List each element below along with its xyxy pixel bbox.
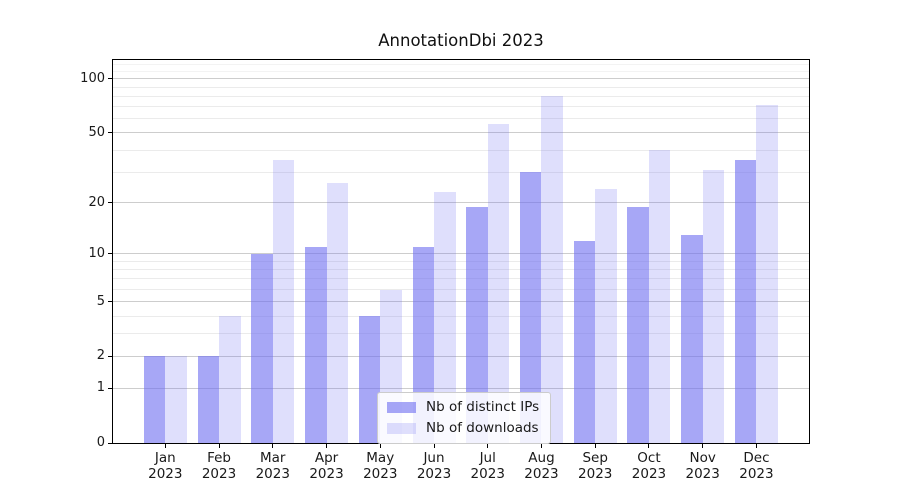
y-tick-mark	[108, 132, 112, 134]
legend: Nb of distinct IPs Nb of downloads	[377, 392, 552, 444]
y-tick-mark	[108, 78, 112, 80]
bar-distinct-ips-mar	[251, 253, 273, 443]
x-tick-mark	[272, 444, 274, 448]
minor-gridline	[113, 333, 809, 335]
x-tick-mark	[648, 444, 650, 448]
minor-gridline	[113, 289, 809, 291]
bar-downloads-aug	[541, 96, 563, 443]
minor-gridline	[113, 278, 809, 280]
bar-distinct-ips-sep	[573, 240, 596, 443]
y-tick-label: 50	[88, 124, 105, 140]
bar-downloads-mar	[272, 160, 295, 443]
y-tick-label: 5	[96, 293, 105, 309]
bar-downloads-feb	[219, 316, 241, 443]
minor-gridline	[113, 260, 809, 262]
x-tick-label: Dec 2023	[739, 450, 774, 482]
major-gridline	[113, 132, 809, 134]
y-tick-mark	[108, 442, 112, 444]
y-tick-mark	[108, 202, 112, 204]
legend-label-distinct-ips: Nb of distinct IPs	[426, 399, 540, 415]
minor-gridline	[113, 269, 809, 271]
major-gridline	[113, 387, 809, 389]
y-tick-mark	[108, 355, 112, 357]
plot-area: Nb of distinct IPs Nb of downloads	[112, 59, 810, 444]
bar-downloads-sep	[595, 189, 617, 443]
y-tick-mark	[108, 387, 112, 389]
bar-distinct-ips-dec	[734, 160, 757, 443]
bar-distinct-ips-feb	[197, 356, 220, 443]
minor-gridline	[113, 315, 809, 317]
x-tick-mark	[164, 444, 166, 448]
legend-label-downloads: Nb of downloads	[426, 420, 539, 436]
minor-gridline	[113, 71, 809, 73]
minor-gridline	[113, 64, 809, 66]
x-tick-label: Feb 2023	[201, 450, 237, 482]
y-tick-mark	[108, 301, 112, 303]
legend-swatch-distinct-ips	[387, 401, 416, 413]
legend-swatch-downloads	[387, 422, 416, 434]
bar-downloads-jun	[434, 192, 456, 443]
minor-gridline	[113, 106, 809, 108]
bar-distinct-ips-nov	[681, 234, 703, 443]
minor-gridline	[113, 118, 809, 120]
x-tick-label: May 2023	[363, 450, 398, 482]
bar-downloads-apr	[326, 183, 349, 443]
x-tick-label: Mar 2023	[255, 450, 290, 482]
bar-distinct-ips-may	[358, 316, 381, 443]
bar-downloads-dec	[756, 104, 778, 443]
legend-item-downloads: Nb of downloads	[387, 420, 539, 436]
bar-downloads-oct	[648, 150, 671, 443]
bar-downloads-jul	[487, 124, 510, 443]
x-tick-mark	[594, 444, 596, 448]
x-tick-label: Jan 2023	[148, 450, 183, 482]
y-tick-mark	[108, 253, 112, 255]
x-tick-mark	[326, 444, 328, 448]
minor-gridline	[113, 86, 809, 88]
x-tick-mark	[540, 444, 542, 448]
bar-distinct-ips-aug	[519, 172, 542, 443]
x-tick-label: Sep 2023	[578, 450, 613, 482]
y-tick-label: 1	[96, 380, 105, 396]
legend-item-distinct-ips: Nb of distinct IPs	[387, 399, 539, 415]
major-gridline	[113, 78, 809, 80]
x-tick-mark	[218, 444, 220, 448]
y-tick-label: 20	[88, 194, 105, 210]
y-tick-label: 0	[96, 435, 105, 450]
x-tick-label: Apr 2023	[309, 450, 344, 482]
x-tick-label: Oct 2023	[631, 450, 667, 482]
y-tick-label: 10	[88, 245, 105, 261]
x-tick-label: Nov 2023	[685, 450, 720, 482]
x-tick-mark	[433, 444, 435, 448]
minor-gridline	[113, 171, 809, 173]
x-tick-label: Jun 2023	[416, 450, 452, 482]
y-tick-label: 2	[96, 348, 105, 364]
chart-title: AnnotationDbi 2023	[378, 31, 544, 50]
bar-downloads-jan	[165, 356, 187, 443]
major-gridline	[113, 301, 809, 303]
major-gridline	[113, 253, 809, 255]
x-tick-label: Jul 2023	[470, 450, 505, 482]
major-gridline	[113, 202, 809, 204]
y-tick-label: 100	[80, 70, 105, 86]
minor-gridline	[113, 95, 809, 97]
x-tick-mark	[487, 444, 489, 448]
minor-gridline	[113, 149, 809, 151]
x-tick-label: Aug 2023	[524, 450, 559, 482]
x-tick-mark	[755, 444, 757, 448]
bar-distinct-ips-oct	[627, 206, 649, 443]
major-gridline	[113, 355, 809, 357]
bar-distinct-ips-jan	[143, 356, 166, 443]
bar-distinct-ips-jul	[466, 206, 488, 443]
bar-distinct-ips-apr	[305, 247, 327, 443]
bar-downloads-nov	[702, 169, 725, 443]
x-tick-mark	[379, 444, 381, 448]
x-tick-mark	[702, 444, 704, 448]
